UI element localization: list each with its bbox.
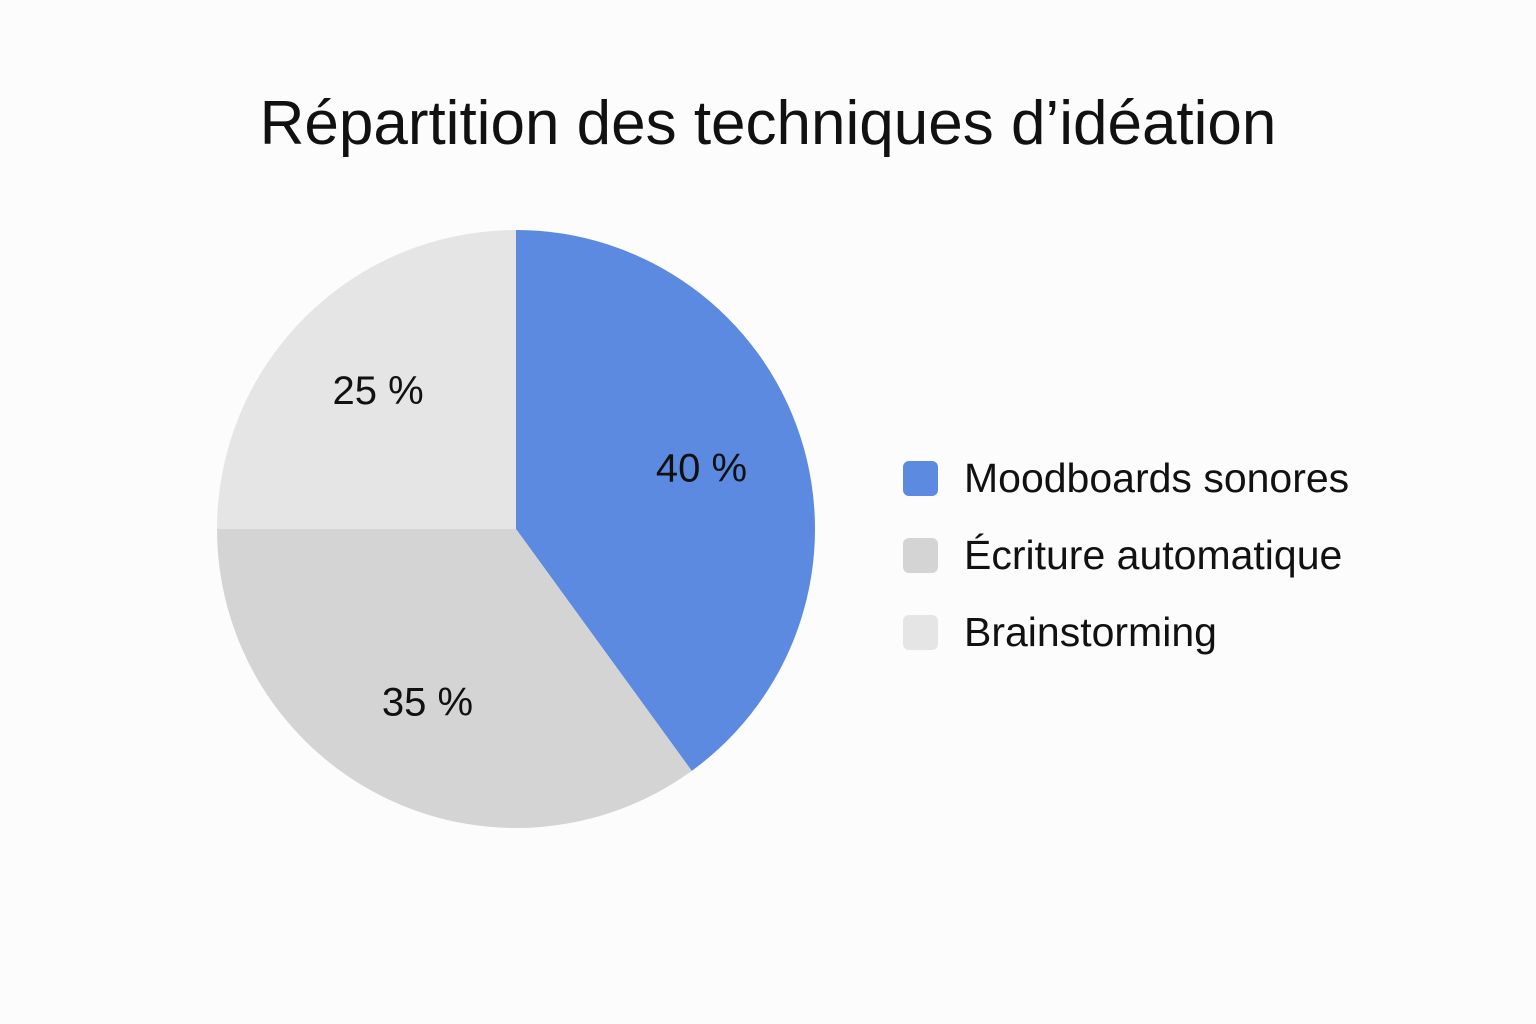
pie-slices <box>217 230 815 828</box>
legend-label: Écriture automatique <box>964 532 1343 578</box>
pie-slice-2 <box>217 230 516 529</box>
pie-slice-1 <box>217 529 692 828</box>
legend-item-ecriture: Écriture automatique <box>903 517 1349 594</box>
legend-swatch <box>903 461 938 496</box>
legend-label: Brainstorming <box>964 609 1217 655</box>
pie-slice-0 <box>516 230 815 771</box>
legend-swatch <box>903 615 938 650</box>
pie-slice-label-0: 40 % <box>656 447 747 491</box>
pie-slice-label-2: 25 % <box>333 369 424 413</box>
legend: Moodboards sonores Écriture automatique … <box>903 440 1349 671</box>
pie-slice-labels: 40 % 35 % 25 % <box>333 369 748 725</box>
legend-swatch <box>903 538 938 573</box>
chart-title: Répartition des techniques d’idéation <box>259 89 1277 158</box>
legend-label: Moodboards sonores <box>964 455 1350 501</box>
pie-slice-label-1: 35 % <box>382 681 473 725</box>
legend-item-brainstorming: Brainstorming <box>903 594 1349 671</box>
legend-item-moodboards: Moodboards sonores <box>903 440 1349 517</box>
